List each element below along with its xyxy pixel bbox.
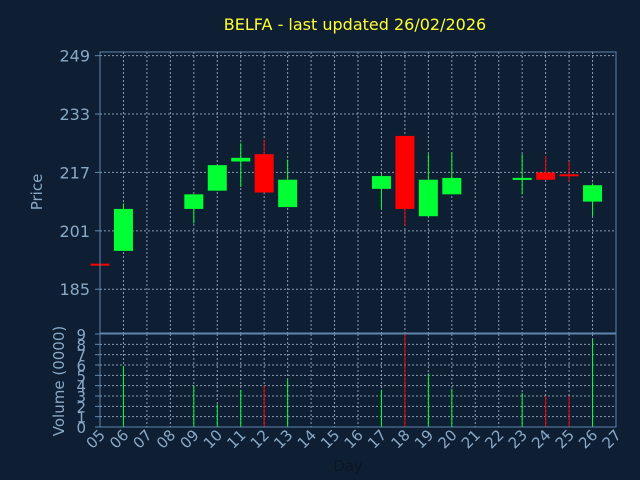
candle-body <box>583 185 603 202</box>
price-panel: 185 201 217 233 249 Price <box>28 47 617 334</box>
x-axis-label: Day <box>333 457 363 475</box>
candle-12 <box>254 139 274 193</box>
volume-y-tick-label: 4 <box>76 378 86 396</box>
price-y-tick-label: 201 <box>59 222 90 241</box>
candle-11 <box>231 143 251 188</box>
candle-body <box>254 154 274 193</box>
candle-body <box>184 194 204 209</box>
candle-body <box>395 135 415 209</box>
candle-body <box>559 174 579 177</box>
volume-bars <box>122 334 594 427</box>
price-candles <box>90 135 603 266</box>
volume-y-tick-label: 6 <box>76 357 86 375</box>
volume-y-tick-label: 8 <box>76 336 86 354</box>
chart-title: BELFA - last updated 26/02/2026 <box>224 15 486 34</box>
candle-body <box>113 208 133 251</box>
candle-17 <box>371 174 391 209</box>
candle-23 <box>512 154 532 195</box>
price-y-ticks: 185 201 217 233 249 <box>59 47 100 299</box>
volume-y-tick-label: 9 <box>76 326 86 344</box>
volume-y-tick-label: 3 <box>76 388 86 406</box>
candle-19 <box>418 154 438 217</box>
candle-body <box>512 177 532 180</box>
price-y-tick-label: 217 <box>59 163 90 182</box>
x-ticks: 0506070809101112131415161718192021222324… <box>83 426 625 452</box>
candle-20 <box>442 152 462 195</box>
price-y-axis-label: Price <box>28 174 46 211</box>
candle-09 <box>184 194 204 224</box>
candle-body <box>536 172 556 180</box>
volume-y-axis-label: Volume (0000) <box>50 326 68 436</box>
candle-body <box>278 179 298 208</box>
candle-24 <box>536 156 556 180</box>
volume-y-tick-label: 7 <box>76 347 86 365</box>
volume-y-tick-label: 0 <box>76 419 86 437</box>
candle-body <box>207 165 227 191</box>
volume-y-tick-label: 2 <box>76 398 86 416</box>
candle-25 <box>559 161 579 182</box>
candle-body <box>231 157 251 162</box>
price-y-tick-label: 185 <box>59 280 90 299</box>
volume-y-tick-label: 1 <box>76 409 86 427</box>
candle-13 <box>278 159 298 208</box>
candle-body <box>418 179 438 217</box>
price-y-tick-label: 233 <box>59 105 90 124</box>
candle-body <box>442 177 462 195</box>
candle-10 <box>207 165 227 191</box>
candle-18 <box>395 135 415 226</box>
candle-26 <box>583 183 603 217</box>
volume-plot-frame <box>99 333 617 428</box>
price-plot-frame <box>99 51 617 334</box>
price-y-tick-label: 249 <box>59 47 90 66</box>
candle-body <box>371 176 391 189</box>
candle-06 <box>113 203 133 251</box>
volume-y-tick-label: 5 <box>76 367 86 385</box>
